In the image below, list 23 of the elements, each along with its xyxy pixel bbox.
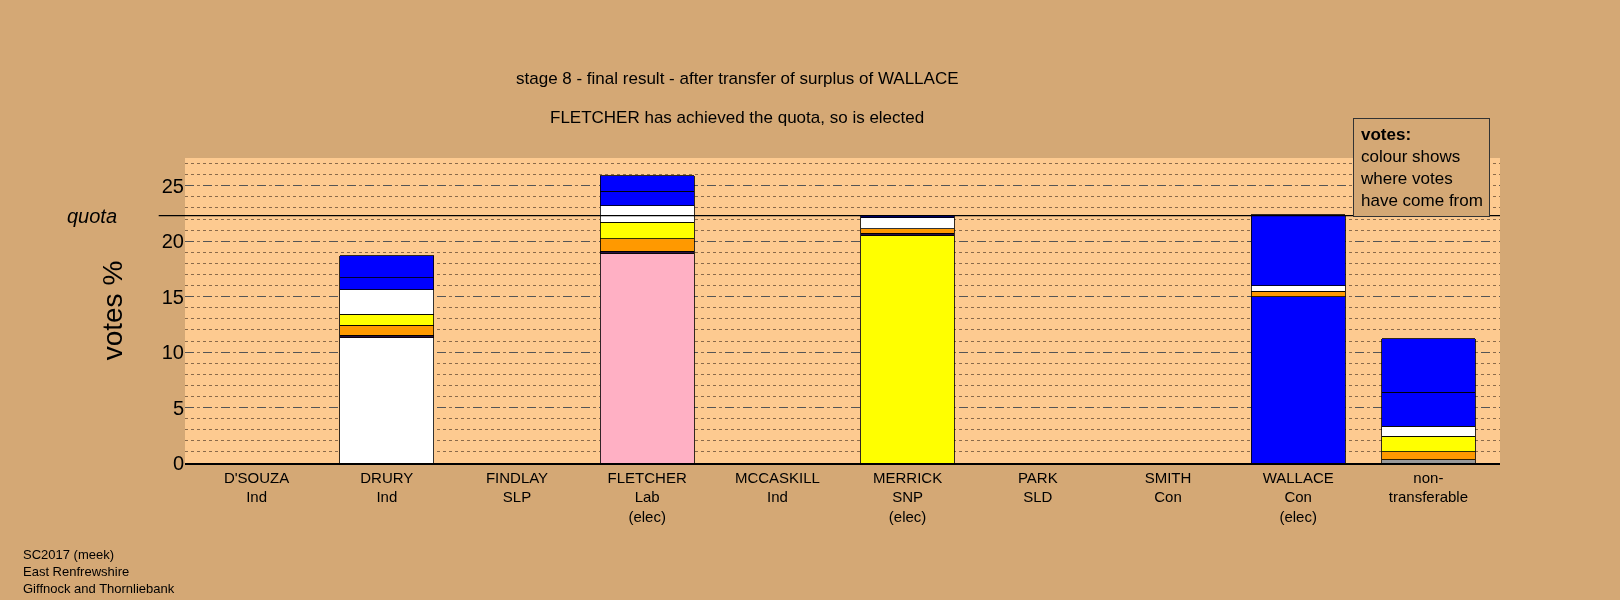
annotation: votes: colour shows where votes have come from bbox=[1360, 125, 1483, 211]
y-tick-label: 15 bbox=[161, 285, 184, 308]
bar bbox=[860, 217, 955, 230]
ref-line-label: quota bbox=[67, 205, 118, 227]
x-tick-label: D'SOUZA Ind bbox=[223, 468, 290, 506]
x-tick-label: MCCASKILL Ind bbox=[734, 468, 820, 506]
y-tick-label: 10 bbox=[161, 341, 184, 364]
y-tick-label: 25 bbox=[161, 174, 184, 197]
x-tick-label: PARK SLD bbox=[1017, 468, 1058, 506]
x-tick-label: DRURY Ind bbox=[360, 468, 414, 506]
y-tick-label: 20 bbox=[161, 230, 184, 253]
x-tick-label: WALLACE Con (elec) bbox=[1262, 468, 1334, 525]
y-tick-label: 5 bbox=[172, 396, 184, 419]
x-tick-label: SMITH Con bbox=[1144, 468, 1192, 506]
x-tick-label: MERRICK SNP (elec) bbox=[873, 468, 943, 525]
x-tick-label: non- transferable bbox=[1388, 468, 1468, 506]
chart-subtitle: FLETCHER has achieved the quota, so is elected bbox=[550, 108, 925, 127]
y-tick-label: 0 bbox=[172, 452, 184, 474]
x-tick-label: FLETCHER Lab (elec) bbox=[607, 468, 687, 525]
y-axis-title: votes % bbox=[97, 260, 129, 361]
x-tick-label: FINDLAY SLP bbox=[485, 468, 549, 506]
text: SC2017 (meek) East Renfrewshire Giffnock and Thornliebank bbox=[23, 547, 175, 596]
chart-title: stage 8 - final result - after transfer of surplus of WALLACE bbox=[516, 69, 959, 88]
